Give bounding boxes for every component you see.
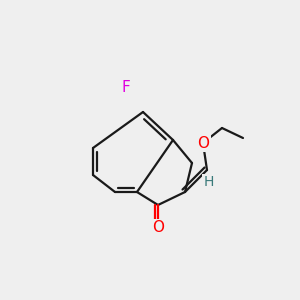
- Text: F: F: [122, 80, 130, 95]
- Text: H: H: [204, 175, 214, 189]
- Text: O: O: [152, 220, 164, 236]
- Text: O: O: [197, 136, 209, 151]
